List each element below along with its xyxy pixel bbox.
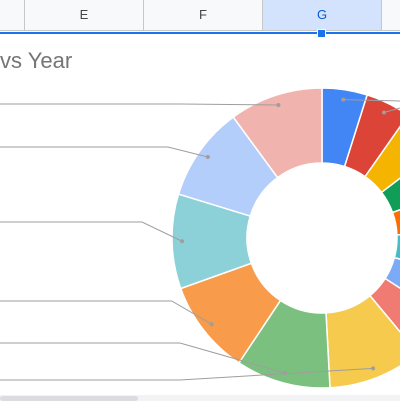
column-header-row: E F G bbox=[0, 0, 400, 31]
leader-line-13 bbox=[0, 146, 208, 158]
leader-line-2 bbox=[383, 107, 400, 113]
donut-slices bbox=[171, 87, 400, 389]
donut-slice-3[interactable] bbox=[364, 115, 400, 194]
leader-line-11 bbox=[0, 300, 212, 325]
scrollbar-thumb[interactable] bbox=[0, 396, 138, 401]
column-header-f[interactable]: F bbox=[144, 0, 263, 30]
horizontal-scrollbar[interactable] bbox=[0, 395, 400, 401]
donut-slice-4[interactable] bbox=[380, 147, 400, 214]
chart-title: vs Year bbox=[0, 48, 73, 73]
leader-lines bbox=[0, 97, 400, 381]
column-header-g[interactable]: G bbox=[263, 0, 382, 30]
leader-line-10 bbox=[0, 342, 286, 374]
leader-line-1 bbox=[343, 99, 400, 102]
leader-line-12 bbox=[0, 221, 183, 242]
column-header-e[interactable]: E bbox=[25, 0, 144, 30]
leader-line-9 bbox=[0, 367, 374, 381]
donut-slice-14[interactable] bbox=[232, 87, 323, 179]
leader-line-14 bbox=[0, 103, 279, 106]
column-header-d[interactable] bbox=[0, 0, 25, 30]
donut-slice-6[interactable] bbox=[393, 232, 400, 277]
chart-selection-border bbox=[0, 32, 400, 34]
chart-resize-handle[interactable] bbox=[317, 29, 326, 38]
donut-slice-5[interactable] bbox=[391, 187, 400, 236]
